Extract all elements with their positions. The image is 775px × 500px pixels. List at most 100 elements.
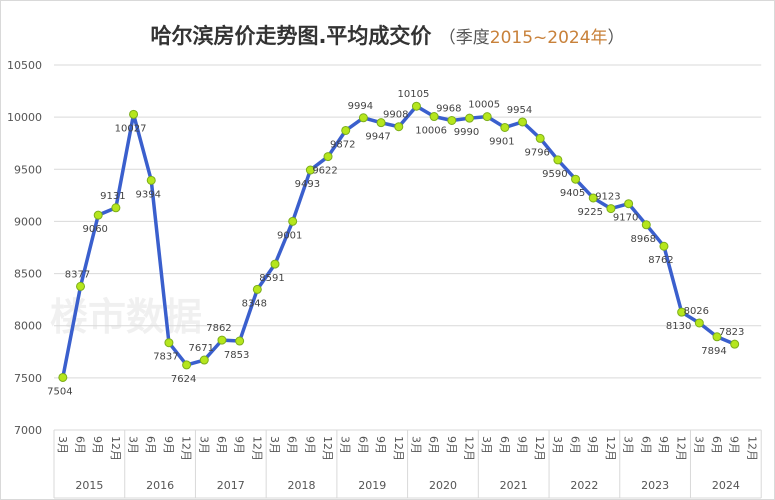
- data-point: [235, 336, 245, 346]
- x-year-label: 2022: [570, 479, 598, 492]
- x-month-label: 9月: [657, 436, 670, 454]
- data-point: [535, 133, 545, 143]
- data-point: [93, 210, 103, 220]
- data-label: 9796: [524, 147, 549, 158]
- y-tick-label: 10500: [7, 59, 42, 72]
- x-month-label: 3月: [268, 436, 281, 454]
- data-label: 9590: [542, 169, 567, 180]
- data-point: [358, 113, 368, 123]
- data-point: [199, 355, 209, 365]
- data-label: 9901: [489, 136, 514, 147]
- x-month-label: 12月: [745, 436, 758, 461]
- data-point: [58, 372, 68, 382]
- data-label: 9170: [613, 213, 638, 224]
- data-label: 10005: [468, 100, 500, 111]
- data-label: 9908: [383, 110, 408, 121]
- x-month-label: 12月: [392, 436, 405, 461]
- subtitle-years: 2015~2024年: [489, 28, 608, 48]
- data-point: [606, 204, 616, 214]
- data-label: 9060: [82, 224, 107, 235]
- data-point: [217, 335, 227, 345]
- data-label: 7853: [224, 350, 249, 361]
- x-month-label: 3月: [480, 436, 493, 454]
- data-label: 9225: [578, 207, 603, 218]
- data-label: 9622: [312, 166, 337, 177]
- x-month-label: 6月: [710, 436, 723, 454]
- data-label: 9968: [436, 103, 461, 114]
- data-point: [641, 220, 651, 230]
- data-label: 9954: [507, 105, 532, 116]
- x-month-label: 9月: [91, 436, 104, 454]
- y-tick-label: 8500: [14, 268, 42, 281]
- data-label: 8026: [684, 306, 709, 317]
- data-point: [288, 216, 298, 226]
- data-label: 9123: [595, 192, 620, 203]
- x-month-label: 12月: [250, 436, 263, 461]
- data-point: [111, 203, 121, 213]
- x-month-label: 9月: [303, 436, 316, 454]
- data-label: 7894: [701, 346, 726, 357]
- y-tick-label: 9000: [14, 215, 42, 228]
- data-label: 8591: [259, 273, 284, 284]
- x-month-label: 6月: [569, 436, 582, 454]
- data-label: 9493: [295, 179, 320, 190]
- data-point: [429, 112, 439, 122]
- data-label: 7823: [719, 327, 744, 338]
- data-label: 7504: [47, 386, 72, 397]
- data-label: 9990: [454, 127, 479, 138]
- data-label: 7671: [189, 343, 214, 354]
- data-label: 9394: [136, 189, 161, 200]
- data-point: [518, 117, 528, 127]
- x-month-label: 12月: [604, 436, 617, 461]
- x-year-label: 2017: [217, 479, 245, 492]
- x-month-label: 12月: [462, 436, 475, 461]
- subtitle-suffix: ）: [607, 28, 625, 48]
- subtitle-prefix: （季度: [438, 28, 490, 48]
- data-label: 10105: [398, 89, 430, 100]
- data-point: [712, 332, 722, 342]
- data-point: [341, 125, 351, 135]
- x-month-label: 12月: [109, 436, 122, 461]
- x-month-label: 9月: [728, 436, 741, 454]
- data-point: [500, 122, 510, 132]
- data-label: 8968: [631, 234, 656, 245]
- data-point: [164, 338, 174, 348]
- data-point: [270, 259, 280, 269]
- x-month-label: 3月: [692, 436, 705, 454]
- y-tick-label: 10000: [7, 111, 42, 124]
- data-label: 7862: [206, 323, 231, 334]
- data-point: [411, 101, 421, 111]
- x-month-label: 3月: [622, 436, 635, 454]
- x-month-label: 6月: [74, 436, 87, 454]
- data-point: [376, 118, 386, 128]
- data-label: 9131: [100, 191, 125, 202]
- data-point: [447, 115, 457, 125]
- x-year-label: 2021: [500, 479, 528, 492]
- data-label: 7624: [171, 374, 196, 385]
- data-point: [182, 360, 192, 370]
- data-point: [129, 109, 139, 119]
- data-point: [694, 318, 704, 328]
- x-month-label: 3月: [127, 436, 140, 454]
- x-month-label: 9月: [374, 436, 387, 454]
- x-month-label: 3月: [197, 436, 210, 454]
- x-year-label: 2020: [429, 479, 457, 492]
- data-label: 9405: [560, 188, 585, 199]
- x-year-label: 2023: [641, 479, 669, 492]
- x-year-label: 2018: [288, 479, 316, 492]
- x-month-label: 9月: [162, 436, 175, 454]
- y-tick-label: 9500: [14, 163, 42, 176]
- title-main: 哈尔滨房价走势图.平均成交价: [150, 24, 432, 48]
- y-tick-label: 7000: [14, 424, 42, 437]
- data-label: 8130: [666, 321, 691, 332]
- x-year-label: 2015: [75, 479, 103, 492]
- data-point: [730, 339, 740, 349]
- data-label: 9872: [330, 139, 355, 150]
- data-point: [588, 193, 598, 203]
- y-tick-label: 7500: [14, 372, 42, 385]
- x-month-label: 6月: [144, 436, 157, 454]
- x-month-label: 3月: [409, 436, 422, 454]
- data-label: 10006: [415, 126, 447, 137]
- data-label: 8377: [65, 269, 90, 280]
